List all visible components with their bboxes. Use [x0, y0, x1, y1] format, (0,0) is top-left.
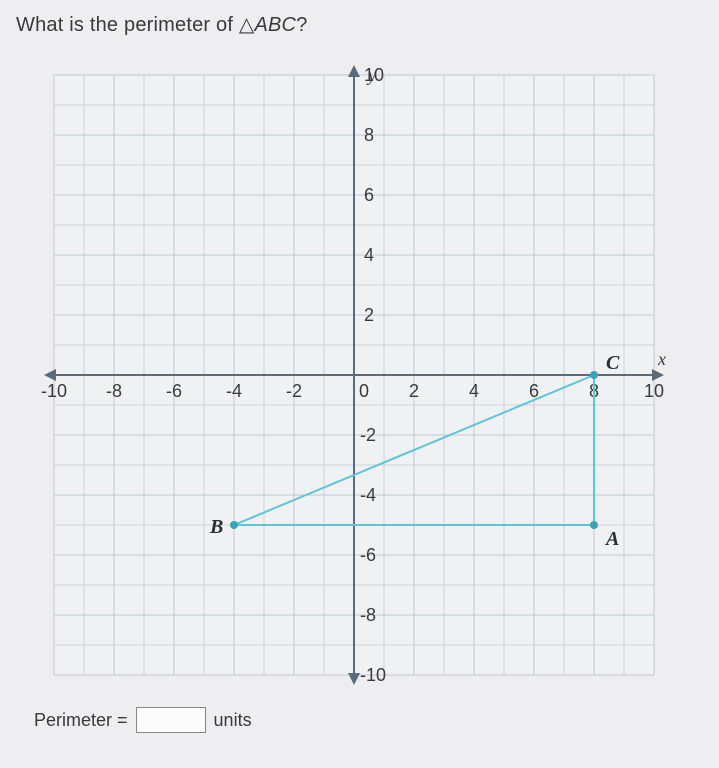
svg-text:4: 4: [364, 245, 374, 265]
svg-text:4: 4: [469, 381, 479, 401]
svg-text:-6: -6: [166, 381, 182, 401]
question-text: What is the perimeter of △ABC?: [16, 12, 703, 37]
svg-text:-8: -8: [106, 381, 122, 401]
svg-text:-2: -2: [286, 381, 302, 401]
svg-text:-10: -10: [360, 665, 386, 685]
triangle-name: ABC: [254, 14, 296, 36]
svg-text:C: C: [606, 352, 620, 374]
svg-text:-8: -8: [360, 605, 376, 625]
svg-text:y: y: [366, 65, 376, 85]
svg-text:x: x: [657, 349, 666, 369]
triangle-symbol: △: [239, 14, 255, 36]
svg-text:A: A: [604, 528, 619, 550]
answer-row: Perimeter = units: [34, 707, 703, 733]
svg-text:6: 6: [364, 185, 374, 205]
svg-text:0: 0: [359, 381, 369, 401]
grid-svg: -10-8-6-4-20246810246810-2-4-6-8-10xyABC: [34, 55, 674, 695]
svg-text:-6: -6: [360, 545, 376, 565]
perimeter-label: Perimeter =: [34, 710, 128, 731]
coordinate-plane: -10-8-6-4-20246810246810-2-4-6-8-10xyABC: [34, 55, 674, 695]
svg-text:-2: -2: [360, 425, 376, 445]
svg-text:8: 8: [364, 125, 374, 145]
svg-text:-4: -4: [360, 485, 376, 505]
units-label: units: [214, 710, 252, 731]
svg-text:10: 10: [644, 381, 664, 401]
question-prefix: What is the perimeter of: [16, 14, 239, 36]
question-suffix: ?: [296, 14, 307, 36]
svg-text:-4: -4: [226, 381, 242, 401]
svg-text:B: B: [209, 516, 223, 538]
svg-text:2: 2: [364, 305, 374, 325]
perimeter-input[interactable]: [136, 707, 206, 733]
svg-text:2: 2: [409, 381, 419, 401]
svg-text:-10: -10: [41, 381, 67, 401]
